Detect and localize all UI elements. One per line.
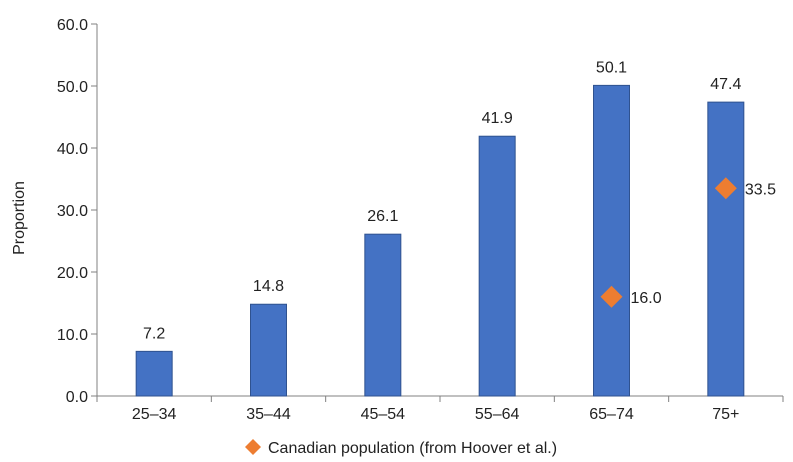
y-axis-title: Proportion bbox=[11, 181, 28, 255]
y-tick-label: 60.0 bbox=[57, 17, 88, 34]
bar bbox=[364, 233, 402, 397]
y-axis: 0.0 10.0 20.0 30.0 40.0 50.0 60.0 bbox=[57, 17, 98, 406]
bar-data-label: 7.2 bbox=[143, 325, 165, 342]
diamond-marker bbox=[714, 177, 737, 200]
x-tick-label: 25–34 bbox=[132, 406, 177, 423]
y-tick-label: 30.0 bbox=[57, 203, 88, 220]
bar-data-label: 41.9 bbox=[482, 110, 513, 127]
bar-series: 7.2 14.8 26.1 41.9 50.1 47.4 bbox=[135, 59, 745, 397]
y-tick-label: 20.0 bbox=[57, 265, 88, 282]
y-tick-label: 50.0 bbox=[57, 79, 88, 96]
y-tick-label: 40.0 bbox=[57, 141, 88, 158]
legend-diamond-icon bbox=[245, 439, 261, 455]
bar bbox=[135, 350, 173, 397]
x-axis: 25–34 35–44 45–54 55–64 65–74 75+ bbox=[96, 395, 784, 423]
x-tick-label: 55–64 bbox=[475, 406, 520, 423]
x-tick-label: 65–74 bbox=[589, 406, 634, 423]
x-tick-label: 35–44 bbox=[246, 406, 291, 423]
bar-data-label: 47.4 bbox=[710, 76, 741, 93]
y-tick-label: 10.0 bbox=[57, 327, 88, 344]
x-tick-label: 45–54 bbox=[361, 406, 406, 423]
marker-data-label: 16.0 bbox=[631, 290, 662, 307]
bar bbox=[250, 303, 287, 397]
marker-data-label: 33.5 bbox=[745, 181, 776, 198]
bar bbox=[593, 84, 630, 397]
bar bbox=[707, 101, 745, 397]
marker-series: 16.0 33.5 bbox=[600, 177, 776, 308]
bar bbox=[478, 135, 516, 397]
legend-label: Canadian population (from Hoover et al.) bbox=[268, 440, 557, 457]
diamond-marker bbox=[600, 285, 623, 308]
bar-data-label: 14.8 bbox=[253, 278, 284, 295]
legend: Canadian population (from Hoover et al.) bbox=[245, 439, 557, 457]
bar-data-label: 26.1 bbox=[367, 208, 398, 225]
y-tick-label: 0.0 bbox=[66, 389, 88, 406]
bar-data-label: 50.1 bbox=[596, 59, 627, 76]
x-tick-label: 75+ bbox=[712, 406, 739, 423]
